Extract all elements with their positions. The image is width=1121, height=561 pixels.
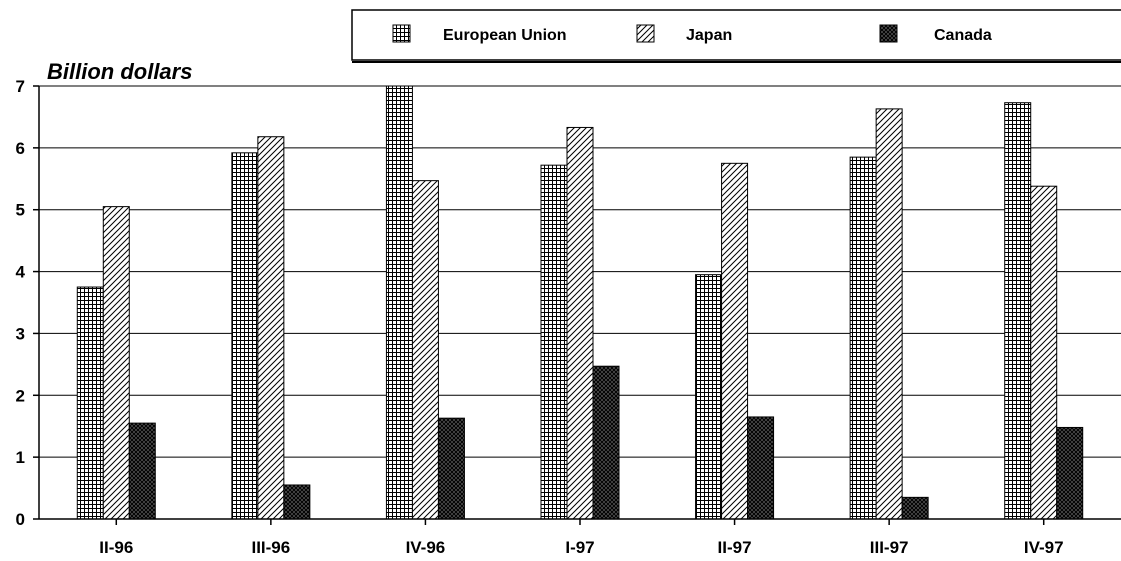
x-tick-label-iii-97: III-97 [870,538,909,557]
bar-canada-i-97 [592,365,620,520]
y-tick-label-6: 6 [16,139,25,158]
y-axis-label: Billion dollars [47,59,192,84]
legend-swatch-japan [636,24,655,43]
x-tick-label-iii-96: III-96 [251,538,290,557]
bar-canada-iii-96 [283,484,311,520]
bar-european-union-ii-96 [76,286,104,520]
legend-label-canada: Canada [934,27,992,44]
x-tick-label-ii-97: II-97 [718,538,752,557]
bar-european-union-i-97 [540,164,568,520]
bar-japan-iii-96 [257,136,285,520]
bar-japan-i-97 [566,126,594,520]
bar-european-union-iii-96 [231,152,259,520]
legend-box [351,9,1121,61]
bar-canada-iii-97 [901,496,929,520]
legend-swatch-european-union [392,24,411,43]
x-tick-labels: II-96 III-96 IV-96 I-97 II-97 III-97 IV-97 [99,519,1064,557]
legend-swatch-canada [879,24,898,43]
legend-label-european-union: European Union [443,27,567,44]
bar-european-union-iii-97 [849,156,877,520]
y-tick-label-4: 4 [16,263,26,282]
bar-japan-iv-96 [411,180,439,520]
bar-canada-ii-96 [128,422,156,520]
bar-canada-ii-97 [747,416,775,520]
bar-european-union-iv-97 [1004,102,1032,520]
y-tick-labels: 0 1 2 3 4 5 6 7 [16,77,39,529]
x-tick-label-i-97: I-97 [565,538,594,557]
legend-item-canada: Canada [879,24,992,44]
x-tick-label-iv-96: IV-96 [406,538,446,557]
bar-european-union-iv-96 [385,85,413,520]
x-tick-label-iv-97: IV-97 [1024,538,1064,557]
legend-label-japan: Japan [686,27,732,44]
legend-item-japan: Japan [636,24,732,44]
y-tick-label-0: 0 [16,510,25,529]
x-tick-label-ii-96: II-96 [99,538,133,557]
y-tick-label-2: 2 [16,386,25,405]
y-tick-label-7: 7 [16,77,25,96]
bar-european-union-ii-97 [695,274,723,520]
y-tick-label-3: 3 [16,324,25,343]
legend: European Union Japan Canada [351,9,1121,63]
bar-canada-iv-97 [1056,426,1084,520]
legend-item-european-union: European Union [392,24,567,44]
bar-japan-ii-96 [102,206,130,520]
bar-japan-iii-97 [875,108,903,520]
bar-japan-ii-97 [721,162,749,520]
y-tick-label-5: 5 [16,201,25,220]
bar-canada-iv-96 [437,417,465,520]
bar-japan-iv-97 [1030,185,1058,520]
bars [76,85,1084,520]
y-tick-label-1: 1 [16,448,25,467]
